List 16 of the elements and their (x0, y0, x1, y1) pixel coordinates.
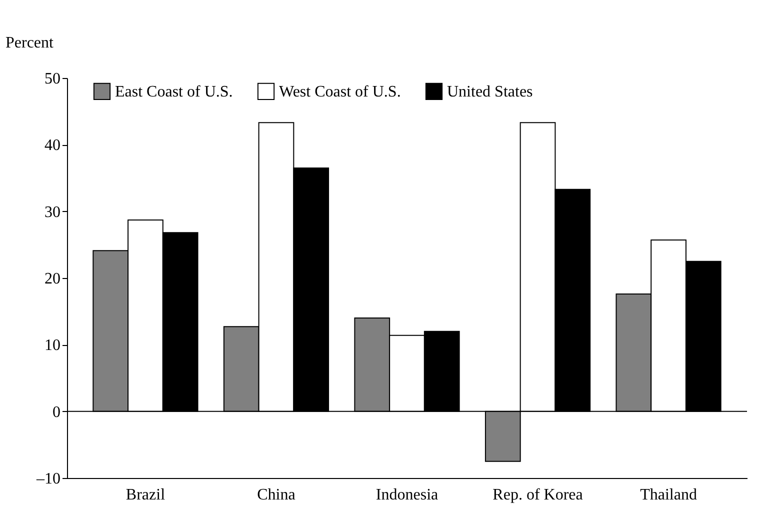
x-tick-label: Rep. of Korea (492, 486, 583, 504)
y-tick-label: –10 (36, 470, 60, 488)
y-tick-label: 30 (44, 204, 60, 221)
x-tick-label: China (257, 486, 296, 504)
legend-label: East Coast of U.S. (115, 83, 233, 100)
y-axis-title: Percent (6, 34, 54, 52)
y-tick-label: 50 (44, 70, 60, 88)
x-tick-label: Thailand (640, 486, 697, 504)
x-tick-label: Indonesia (376, 486, 438, 504)
y-tick-label: 10 (44, 337, 60, 354)
legend-label: United States (447, 83, 533, 100)
y-tick-label: 20 (44, 270, 60, 288)
y-tick-label: 40 (44, 137, 60, 154)
x-tick-label: Brazil (126, 486, 166, 504)
legend-label: West Coast of U.S. (279, 83, 401, 100)
y-tick-label: 0 (52, 404, 60, 421)
